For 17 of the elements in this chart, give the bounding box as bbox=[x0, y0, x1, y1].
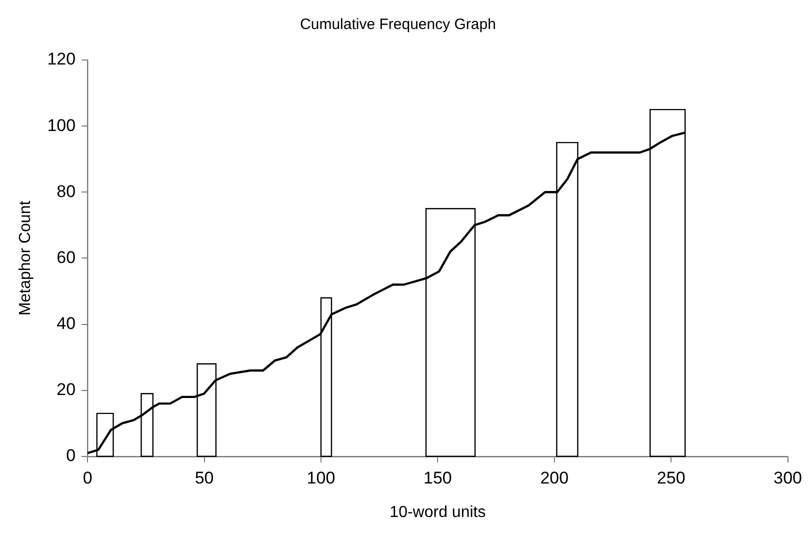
x-tick-label: 200 bbox=[540, 468, 569, 488]
y-tick-label: 60 bbox=[56, 248, 76, 267]
y-tick-label: 120 bbox=[47, 50, 76, 69]
x-axis-title: 10-word units bbox=[390, 504, 486, 521]
y-tick-label: 20 bbox=[56, 380, 76, 400]
x-tick-label: 100 bbox=[306, 468, 336, 488]
x-tick-label: 300 bbox=[774, 468, 802, 488]
x-tick-label: 150 bbox=[424, 468, 452, 488]
y-tick-label: 80 bbox=[56, 182, 76, 201]
y-axis-title: Metaphor Count bbox=[17, 200, 34, 316]
x-tick-label: 0 bbox=[82, 468, 92, 488]
y-tick-label: 100 bbox=[47, 116, 76, 135]
y-tick-label: 0 bbox=[66, 446, 76, 466]
y-tick-label: 40 bbox=[56, 314, 76, 333]
chart-title: Cumulative Frequency Graph bbox=[300, 16, 496, 34]
x-tick-label: 250 bbox=[656, 468, 686, 488]
x-tick-label: 50 bbox=[194, 468, 214, 488]
